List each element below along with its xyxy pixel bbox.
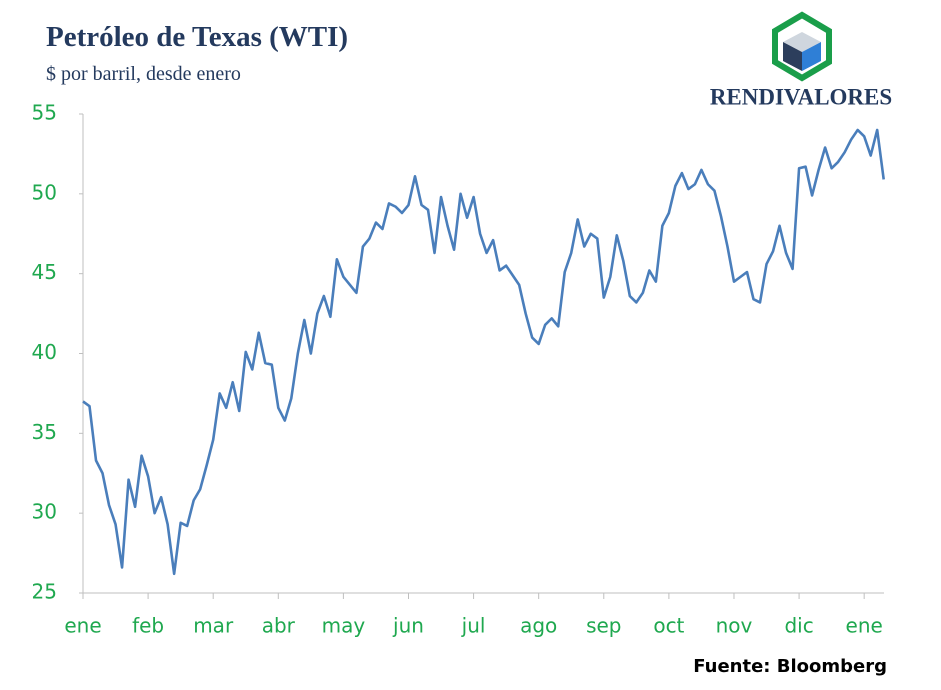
y-tick-label: 30: [32, 500, 57, 524]
x-tick-label: jul: [461, 614, 486, 638]
x-tick-label: sep: [586, 614, 621, 638]
y-tick-label: 45: [32, 260, 57, 284]
x-tick-label: ene: [64, 614, 101, 638]
price-line: [82, 128, 885, 576]
x-tick-label: may: [322, 614, 366, 638]
x-tick-label: nov: [716, 614, 753, 638]
x-tick-label: abr: [262, 614, 296, 638]
y-tick-label: 35: [32, 420, 57, 444]
logo-text: RENDIVALORES: [710, 84, 892, 109]
chart-subtitle: $ por barril, desde enero: [46, 63, 241, 85]
y-tick-label: 25: [32, 580, 57, 604]
x-tick-label: jun: [392, 614, 424, 638]
x-tick-label: mar: [193, 614, 234, 638]
x-tick-label: oct: [653, 614, 684, 638]
x-tick-label: dic: [784, 614, 813, 638]
x-tick-label: ago: [520, 614, 557, 638]
source-note: Fuente: Bloomberg: [693, 656, 887, 677]
x-tick-label: ene: [846, 614, 883, 638]
x-tick-label: feb: [132, 614, 164, 638]
y-tick-label: 55: [32, 101, 57, 125]
y-tick-label: 40: [32, 340, 57, 364]
chart-title: Petróleo de Texas (WTI): [46, 21, 348, 53]
y-tick-label: 50: [32, 180, 57, 204]
logo: [772, 11, 832, 82]
